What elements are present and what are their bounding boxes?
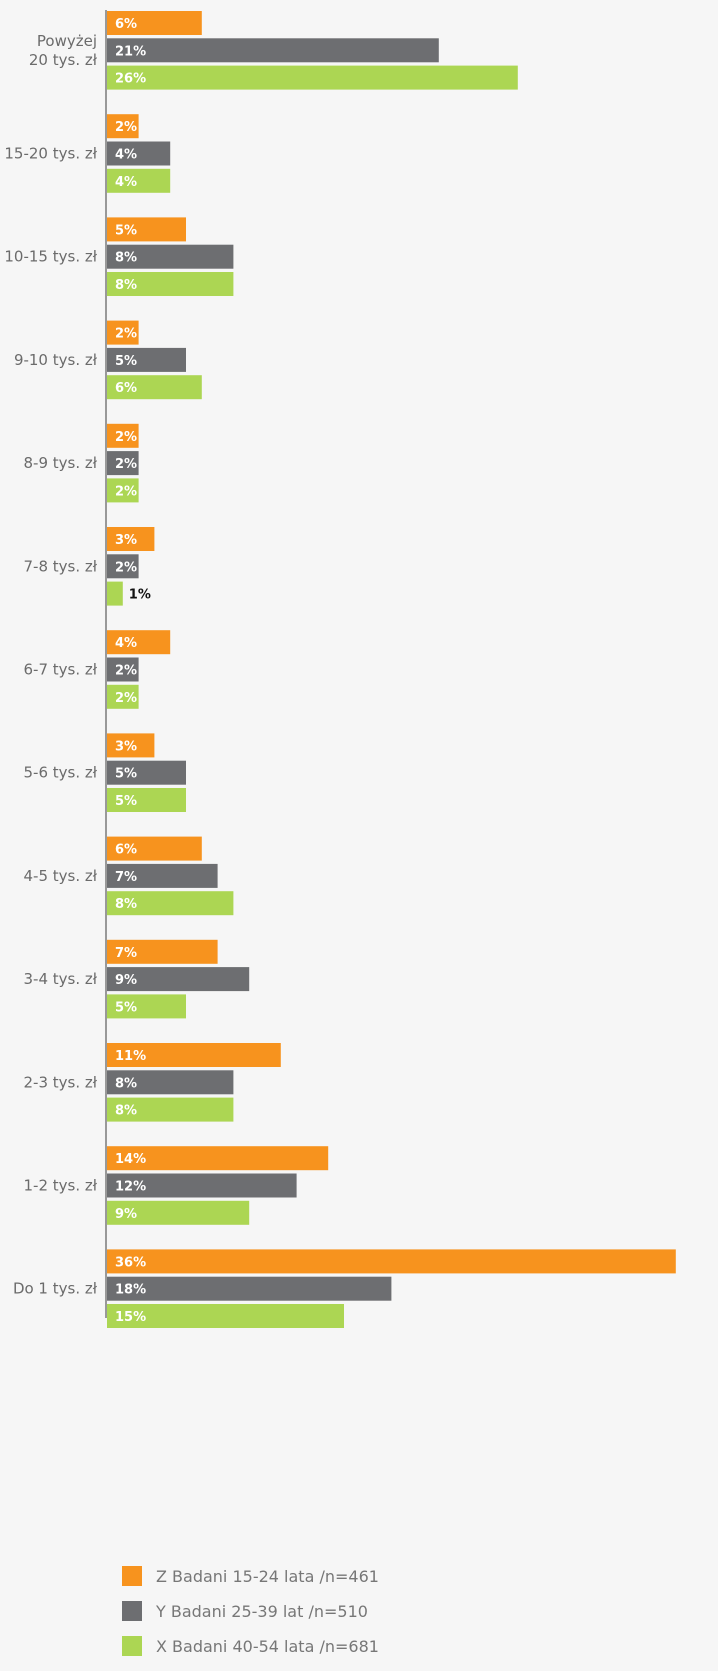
- bar: [107, 1146, 329, 1171]
- bar: [107, 65, 518, 90]
- bar-value-label: 4%: [115, 175, 137, 190]
- bar-value-label: 2%: [115, 327, 137, 342]
- bar-value-label: 4%: [115, 636, 137, 651]
- bar-value-label: 15%: [115, 1310, 146, 1325]
- bar-value-label: 5%: [115, 1000, 137, 1015]
- bar: [107, 375, 202, 400]
- bar-value-label: 6%: [115, 17, 137, 32]
- bar-value-label: 14%: [115, 1152, 146, 1167]
- bar-value-label: 21%: [115, 44, 146, 59]
- category-label: 9-10 tys. zł: [14, 351, 98, 369]
- bar-value-label: 8%: [115, 1104, 137, 1119]
- bar: [107, 423, 139, 448]
- legend-swatch-z: [122, 1566, 142, 1586]
- category-label: 2-3 tys. zł: [23, 1073, 97, 1091]
- bar: [107, 657, 139, 682]
- bar-value-label: 2%: [115, 484, 137, 499]
- category-label: 8-9 tys. zł: [23, 454, 97, 472]
- bar: [107, 1173, 297, 1198]
- bar-value-label: 5%: [115, 223, 137, 238]
- bar-value-label: 6%: [115, 381, 137, 396]
- bar-value-label: 18%: [115, 1283, 146, 1298]
- legend-swatch-y: [122, 1601, 142, 1621]
- bar: [107, 141, 171, 166]
- category-label: Powyżej 20 tys. zł: [29, 32, 98, 69]
- bar-value-label: 8%: [115, 897, 137, 912]
- bar: [107, 1097, 234, 1122]
- category-label: 7-8 tys. zł: [23, 557, 97, 575]
- bar-value-label: 2%: [115, 560, 137, 575]
- bar: [107, 1276, 392, 1301]
- bar-value-label: 9%: [115, 973, 137, 988]
- category-label: 3-4 tys. zł: [23, 970, 97, 988]
- bar: [107, 1304, 344, 1328]
- legend-swatch-x: [122, 1636, 142, 1656]
- bar-value-label: 5%: [115, 354, 137, 369]
- category-label: 6-7 tys. zł: [23, 661, 97, 679]
- category-label: 4-5 tys. zł: [23, 867, 97, 885]
- bar: [107, 1200, 250, 1225]
- bar-value-label: 3%: [115, 739, 137, 754]
- bar: [107, 967, 250, 992]
- bar-chart: Powyżej 20 tys. zł 6% 21% 26% 15-20 tys. zł 2%…: [4, 10, 676, 1328]
- bar: [107, 733, 155, 758]
- bar-value-label: 36%: [115, 1255, 146, 1270]
- bar-value-label: 7%: [115, 946, 137, 961]
- bar: [107, 760, 186, 785]
- bar-value-label: 1%: [129, 588, 151, 603]
- legend-label-z: Z Badani 15-24 lata /n=461: [156, 1567, 379, 1586]
- bar: [107, 581, 123, 606]
- bar: [107, 217, 186, 242]
- bar: [107, 478, 139, 503]
- bar-value-label: 8%: [115, 278, 137, 293]
- bar: [107, 1043, 281, 1067]
- bar-value-label: 2%: [115, 691, 137, 706]
- bar: [107, 836, 202, 861]
- bar-value-label: 5%: [115, 767, 137, 782]
- bar-value-label: 11%: [115, 1049, 146, 1064]
- bar: [107, 114, 139, 139]
- bar-value-label: 2%: [115, 457, 137, 472]
- bar: [107, 939, 218, 964]
- bar: [107, 684, 139, 709]
- bar: [107, 320, 139, 345]
- bar: [107, 994, 186, 1019]
- bar: [107, 1249, 676, 1274]
- bar-value-label: 2%: [115, 664, 137, 679]
- category-label: 1-2 tys. zł: [23, 1177, 97, 1195]
- bar: [107, 451, 139, 476]
- bar: [107, 11, 202, 35]
- bar-value-label: 7%: [115, 870, 137, 885]
- bar-value-label: 2%: [115, 120, 137, 135]
- category-label: 5-6 tys. zł: [23, 764, 97, 782]
- bar-value-label: 8%: [115, 251, 137, 266]
- bar: [107, 630, 171, 655]
- legend-label-y: Y Badani 25-39 lat /n=510: [156, 1602, 368, 1621]
- bar: [107, 863, 218, 888]
- bar: [107, 244, 234, 269]
- bar: [107, 272, 234, 296]
- category-label: Do 1 tys. zł: [13, 1280, 98, 1298]
- legend-label-x: X Badani 40-54 lata /n=681: [156, 1637, 379, 1656]
- bar-value-label: 4%: [115, 148, 137, 163]
- bar: [107, 38, 439, 63]
- bar: [107, 168, 171, 193]
- bar: [107, 1070, 234, 1095]
- bar: [107, 527, 155, 551]
- bar-value-label: 6%: [115, 843, 137, 858]
- bar-value-label: 8%: [115, 1076, 137, 1091]
- bar-value-label: 2%: [115, 430, 137, 445]
- category-label: 10-15 tys. zł: [4, 248, 97, 266]
- category-label: 15-20 tys. zł: [4, 145, 97, 163]
- bar-value-label: 12%: [115, 1180, 146, 1195]
- bar: [107, 347, 186, 372]
- bar-value-label: 9%: [115, 1207, 137, 1222]
- bar-value-label: 26%: [115, 72, 146, 87]
- bar: [107, 554, 139, 579]
- bar: [107, 891, 234, 916]
- bar: [107, 788, 186, 812]
- bar-value-label: 5%: [115, 794, 137, 809]
- bar-value-label: 3%: [115, 533, 137, 548]
